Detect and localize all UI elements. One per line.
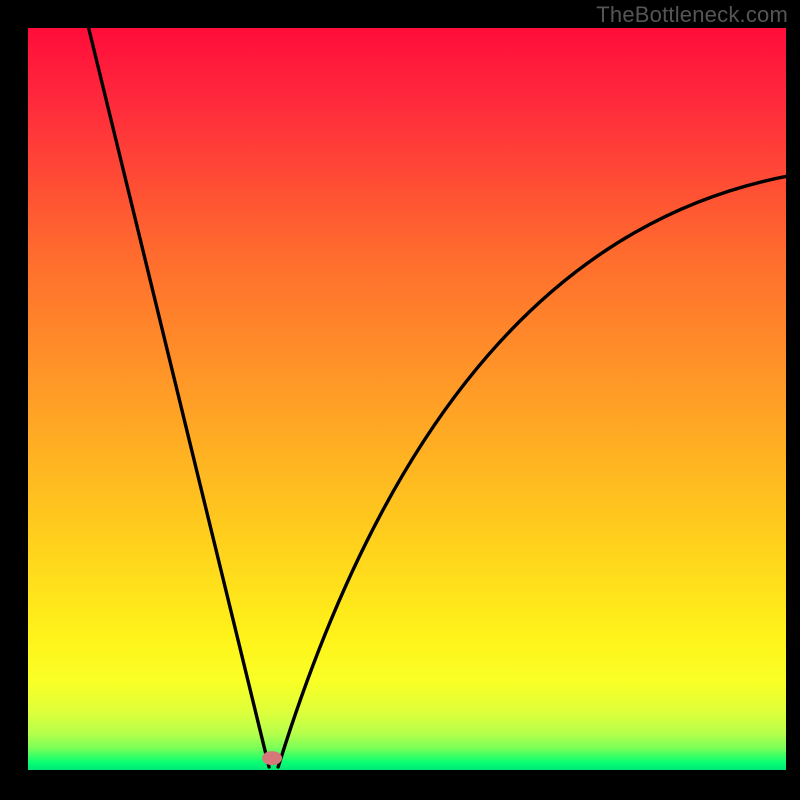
plot-area xyxy=(28,28,786,770)
valley-marker xyxy=(262,751,282,765)
curve-right-branch xyxy=(278,176,786,767)
bottleneck-curve-layer xyxy=(28,28,786,770)
watermark-text: TheBottleneck.com xyxy=(596,2,788,28)
curve-left-branch xyxy=(89,28,269,767)
